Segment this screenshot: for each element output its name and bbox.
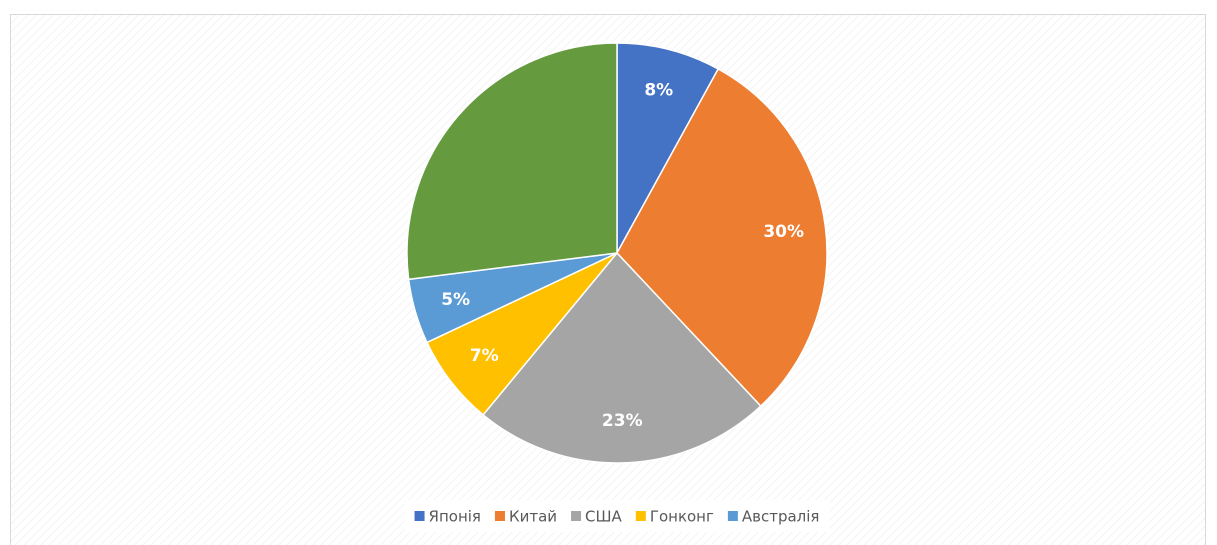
legend-box <box>404 500 830 532</box>
legend-label: США <box>585 508 623 526</box>
pie: 8% 30% 23% 7% 5% <box>406 42 828 464</box>
legend-swatch <box>414 511 425 521</box>
legend-swatch <box>727 511 738 521</box>
pie-slice <box>616 67 828 408</box>
pie-slice <box>482 251 762 464</box>
data-label: 5% <box>441 290 470 310</box>
legend: Японія Китай США Гонконг Австралія <box>404 500 830 532</box>
legend-label: Китай <box>509 508 557 526</box>
data-label: 8% <box>644 80 673 100</box>
legend-label: Японія <box>429 508 481 526</box>
data-label: 7% <box>470 346 499 366</box>
data-label: 23% <box>602 411 643 431</box>
legend-label: Австралія <box>742 508 820 526</box>
legend-swatch <box>635 511 646 521</box>
legend-label: Гонконг <box>650 508 714 526</box>
pie-slice <box>406 42 618 281</box>
legend-swatch <box>571 511 582 521</box>
pie-slice <box>616 42 720 254</box>
legend-swatch <box>494 511 505 521</box>
data-label: 30% <box>763 222 804 242</box>
